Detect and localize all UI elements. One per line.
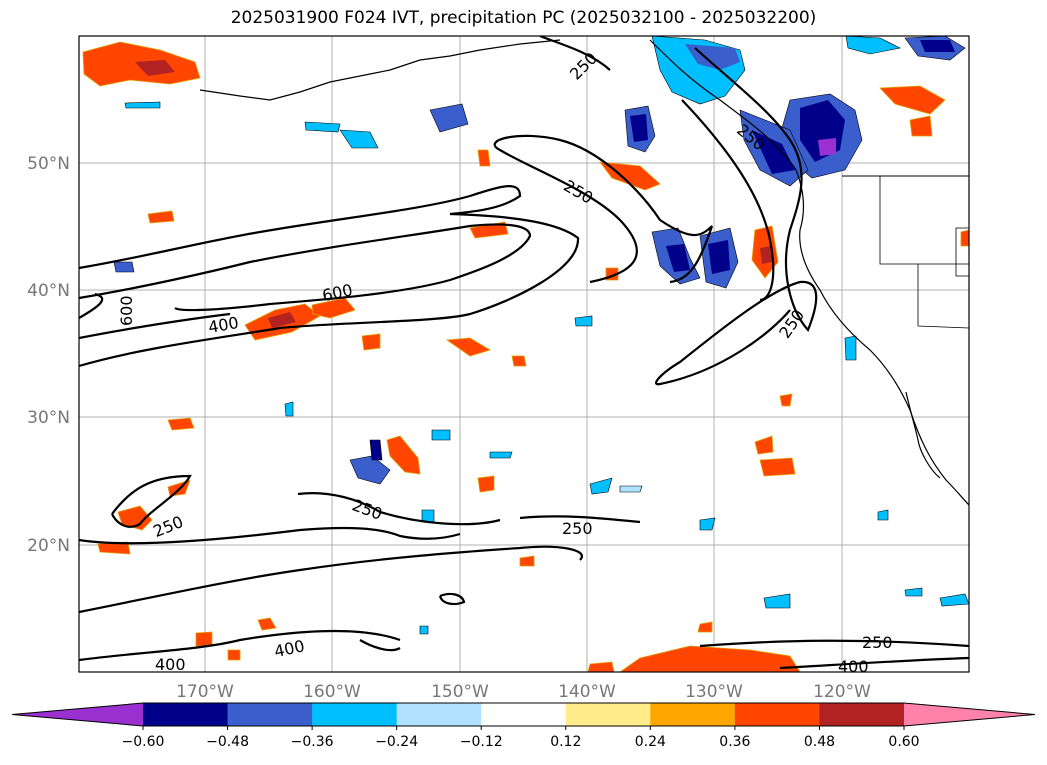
lon-tick-label: 170°W (176, 682, 234, 702)
precip-positive-regions (82, 41, 969, 672)
lon-tick-label: 130°W (685, 682, 743, 702)
colorbar-tick-label: 0.36 (719, 734, 750, 750)
map-frame (78, 35, 970, 673)
colorbar-tick-label: 0.12 (550, 734, 581, 750)
lon-tick-label: 160°W (303, 682, 361, 702)
colorbar-segment (312, 703, 398, 726)
colorbar-extend-max (904, 703, 1035, 726)
colorbar-tick-label: 0.60 (888, 734, 919, 750)
colorbar-tick-label: −0.36 (291, 734, 334, 750)
latitude-labels: 50°N 40°N 30°N 20°N (27, 154, 70, 556)
precip-negative-regions (113, 36, 969, 635)
colorbar-segment (565, 703, 651, 726)
colorbar-tick-label: −0.12 (460, 734, 503, 750)
lon-tick-label: 150°W (431, 682, 489, 702)
lon-tick-label: 140°W (558, 682, 616, 702)
lat-tick-label: 30°N (27, 408, 70, 428)
colorbar: −0.60 −0.48 −0.36 −0.24 −0.12 0.12 0.24 0.36 0.4… (11, 702, 1036, 750)
colorbar-extend-min (12, 703, 143, 726)
colorbar-segment (227, 703, 313, 726)
lon-tick-label: 120°W (813, 682, 871, 702)
contour-label: 250 (862, 633, 893, 652)
contour-label: 250 (562, 519, 593, 538)
lat-tick-label: 20°N (27, 536, 70, 556)
contour-label: 400 (155, 655, 186, 674)
colorbar-segment (734, 703, 820, 726)
colorbar-tick-label: −0.48 (206, 734, 249, 750)
longitude-labels: 170°W 160°W 150°W 140°W 130°W 120°W (176, 682, 871, 702)
colorbar-segment (650, 703, 736, 726)
colorbar-tick-label: −0.60 (122, 734, 165, 750)
colorbar-segment (819, 703, 905, 726)
colorbar-segment (481, 703, 567, 726)
contour-label: 400 (838, 657, 869, 676)
contour-label: 600 (117, 295, 136, 326)
colorbar-tick-label: 0.48 (804, 734, 835, 750)
colorbar-tick-label: 0.24 (635, 734, 666, 750)
colorbar-tick-label: −0.24 (375, 734, 418, 750)
colorbar-segment (143, 703, 229, 726)
lat-tick-label: 50°N (27, 154, 70, 174)
colorbar-segment (396, 703, 482, 726)
lat-tick-label: 40°N (27, 281, 70, 301)
coastlines (199, 39, 969, 506)
ivt-contours (79, 36, 969, 670)
map-title: 2025031900 F024 IVT, precipitation PC (2… (230, 8, 817, 28)
